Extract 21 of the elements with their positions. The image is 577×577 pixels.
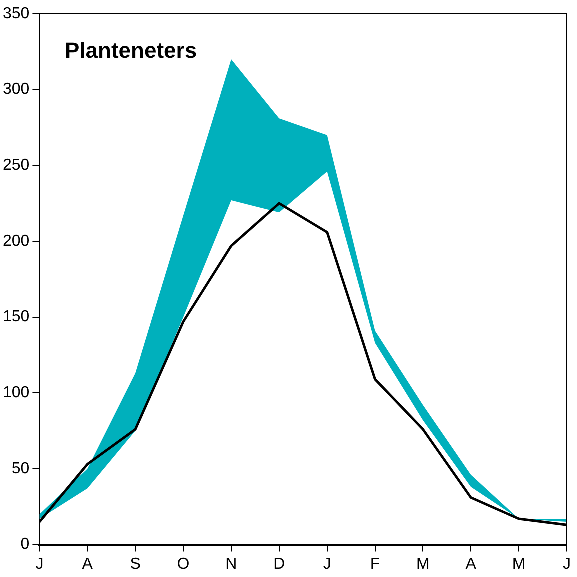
x-tick-label: M: [416, 556, 430, 573]
x-tick-label: N: [226, 556, 238, 573]
x-tick-label: J: [36, 556, 44, 573]
x-tick-label: J: [323, 556, 332, 573]
x-tick-label: F: [370, 556, 380, 573]
y-tick-label: 200: [2, 232, 30, 250]
y-tick-label: 300: [2, 81, 30, 98]
text: Planteneters: [65, 38, 198, 64]
y-tick-label: 250: [2, 157, 30, 174]
x-tick-label: O: [177, 556, 190, 573]
x-tick-label: A: [82, 556, 94, 573]
x-tick-label: S: [130, 556, 141, 573]
y-tick-label: 100: [2, 384, 30, 402]
y-tick-label: 0: [20, 536, 30, 554]
y-tick-label: 50: [12, 460, 30, 478]
x-tick-label: D: [274, 556, 286, 573]
x-tick-label: M: [512, 556, 526, 573]
y-tick-label: 350: [2, 5, 30, 22]
y-tick-label: 150: [2, 308, 30, 326]
x-tick-label: J: [563, 556, 571, 573]
x-tick-label: A: [466, 556, 477, 573]
